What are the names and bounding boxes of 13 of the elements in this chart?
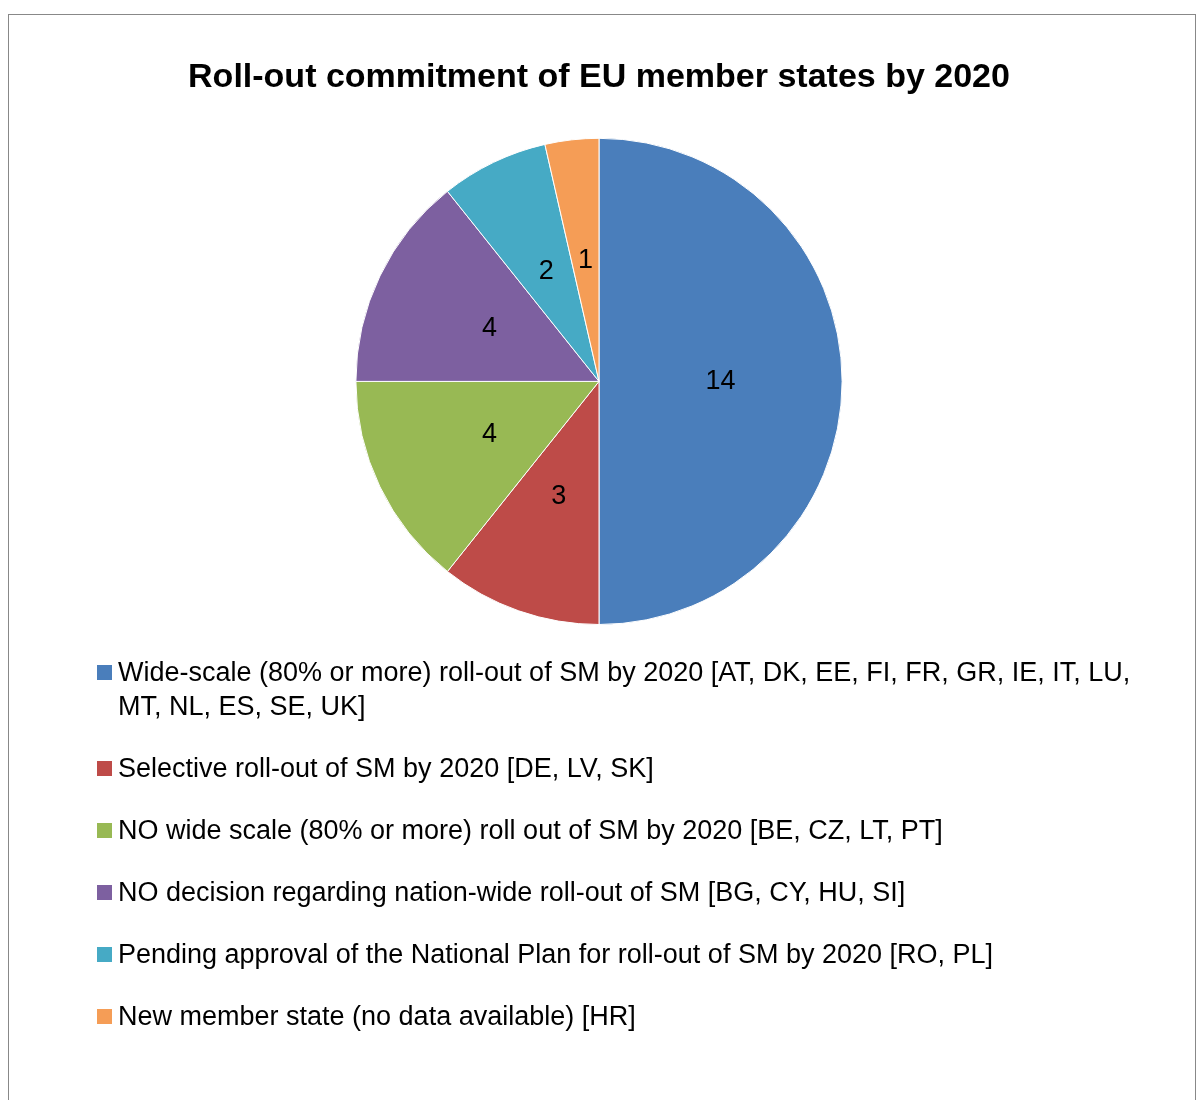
chart-title: Roll-out commitment of EU member states by 2020 <box>188 55 1010 94</box>
legend-label: Pending approval of the National Plan for roll-out of SM by 2020 [RO, PL] <box>118 938 993 971</box>
legend-label: NO decision regarding nation-wide roll-out of SM [BG, CY, HU, SI] <box>118 876 906 909</box>
data-label: 4 <box>481 312 497 343</box>
data-label: 4 <box>481 417 497 448</box>
legend-label: Wide-scale (80% or more) roll-out of SM by 2020 [AT, DK, EE, FI, FR, GR, IE, IT, LU, MT, NL, ES, SE, UK] <box>118 656 1132 723</box>
data-label: 2 <box>538 255 554 286</box>
legend-label: New member state (no data available) [HR] <box>118 1000 636 1033</box>
legend-label: Selective roll-out of SM by 2020 [DE, LV, SK] <box>118 752 654 785</box>
legend-label: NO wide scale (80% or more) roll out of SM by 2020 [BE, CZ, LT, PT] <box>118 814 943 847</box>
data-label: 3 <box>551 479 567 510</box>
data-label: 14 <box>705 364 736 395</box>
data-label: 1 <box>577 244 593 275</box>
